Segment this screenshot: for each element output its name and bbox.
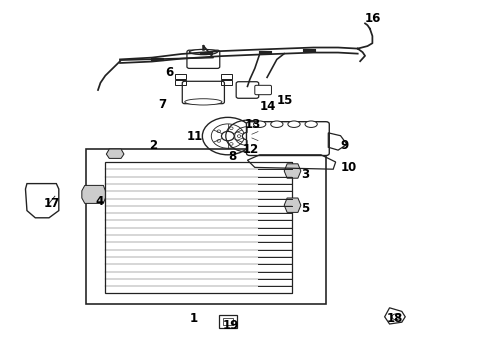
Text: 10: 10 <box>341 161 357 174</box>
FancyBboxPatch shape <box>182 81 224 104</box>
Circle shape <box>229 127 233 130</box>
Circle shape <box>243 132 252 140</box>
Polygon shape <box>284 164 301 178</box>
Bar <box>175 80 186 85</box>
Text: 5: 5 <box>301 202 310 215</box>
FancyBboxPatch shape <box>255 85 271 95</box>
FancyBboxPatch shape <box>246 122 329 156</box>
Ellipse shape <box>254 121 266 127</box>
FancyBboxPatch shape <box>236 82 259 98</box>
Text: 17: 17 <box>43 197 60 210</box>
Ellipse shape <box>305 121 318 127</box>
Circle shape <box>217 130 220 132</box>
Text: 6: 6 <box>166 66 174 78</box>
Text: 2: 2 <box>149 139 158 152</box>
Bar <box>220 80 232 85</box>
Text: 8: 8 <box>229 150 237 163</box>
Bar <box>220 74 232 79</box>
Text: 9: 9 <box>341 139 349 152</box>
Circle shape <box>217 140 220 142</box>
Bar <box>175 74 186 79</box>
Polygon shape <box>82 185 105 203</box>
Bar <box>223 318 233 325</box>
Text: 4: 4 <box>96 195 104 208</box>
Bar <box>86 149 326 304</box>
Text: 15: 15 <box>277 94 293 107</box>
Text: 14: 14 <box>260 100 276 113</box>
Ellipse shape <box>271 121 283 127</box>
Ellipse shape <box>185 99 222 105</box>
Ellipse shape <box>288 121 300 127</box>
Text: 13: 13 <box>245 118 261 131</box>
Polygon shape <box>284 198 301 212</box>
FancyBboxPatch shape <box>187 50 220 68</box>
Text: 11: 11 <box>187 130 203 143</box>
Ellipse shape <box>189 49 218 55</box>
Text: 7: 7 <box>158 98 167 111</box>
Text: 16: 16 <box>364 12 381 24</box>
Bar <box>105 162 292 293</box>
Text: 12: 12 <box>243 143 259 156</box>
Circle shape <box>237 135 241 138</box>
Text: 1: 1 <box>190 312 197 325</box>
Text: 3: 3 <box>301 168 310 181</box>
Circle shape <box>221 131 234 141</box>
Text: 19: 19 <box>223 319 239 332</box>
Polygon shape <box>106 149 124 158</box>
Text: 18: 18 <box>387 312 403 325</box>
Bar <box>219 315 237 328</box>
Circle shape <box>229 143 233 145</box>
